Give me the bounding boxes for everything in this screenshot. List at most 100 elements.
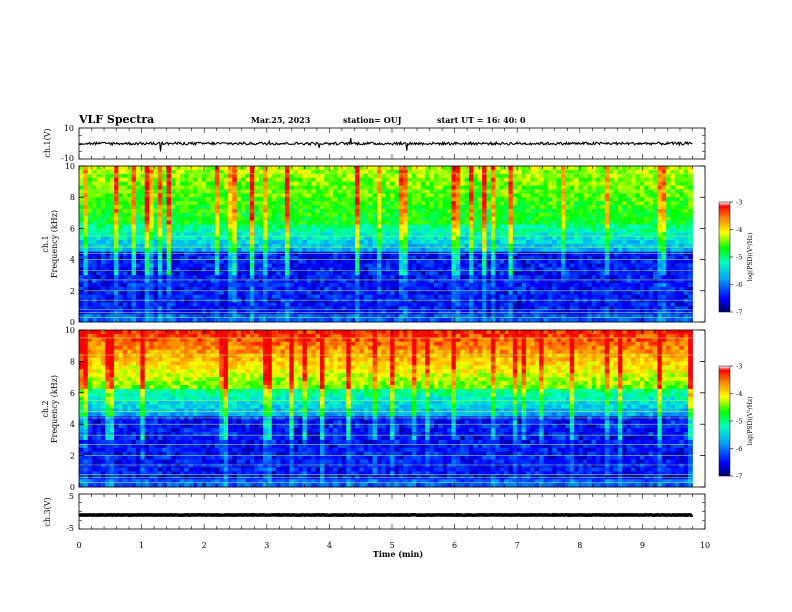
ch1-spectrogram-cell (350, 302, 356, 307)
ch1-spectrogram-cell (337, 267, 343, 272)
ch1-spectrogram-cell (315, 275, 321, 280)
ch1-spectrogram-cell (210, 236, 216, 241)
ch1-spectrogram-cell (543, 185, 549, 190)
ch1-spectrogram-cell (337, 220, 343, 225)
ch1-spectrogram-cell (425, 177, 430, 182)
ch1-spectrogram-cell (127, 318, 132, 323)
ch1-spectrogram-cell (534, 224, 540, 229)
ch1-spectrogram-cell (609, 263, 614, 268)
ch1-spectrogram-cell (596, 251, 601, 257)
ch1-spectrogram-cell (455, 283, 461, 288)
ch1-spectrogram-cell (210, 208, 216, 214)
ch1-spectrogram-cell (363, 208, 369, 214)
ch1-spectrogram-cell (298, 294, 303, 299)
ch1-spectrogram-cell (293, 208, 299, 214)
ch1-spectrogram-cell (92, 212, 97, 218)
ch1-spectrogram-cell (495, 166, 501, 171)
ch1-spectrogram-cell (477, 232, 483, 237)
ch1-spectrogram-cell (131, 208, 137, 214)
ch1-spectrogram-cell (613, 166, 619, 171)
ch1-spectrogram-cell (79, 177, 84, 182)
ch1-spectrogram-cell (114, 286, 119, 292)
ch1-spectrogram-cell (197, 298, 203, 303)
ch1-spectrogram-cell (320, 244, 325, 249)
ch1-spectrogram-cell (241, 228, 246, 233)
ch1-spectrogram-cell (315, 181, 321, 186)
ch1-spectrogram-cell (482, 197, 487, 202)
ch1-spectrogram-cell (267, 306, 273, 311)
ch1-spectrogram-cell (245, 169, 251, 175)
ch1-spectrogram-cell (499, 232, 505, 237)
ch1-spectrogram-cell (144, 236, 150, 241)
ch1-spectrogram-cell (600, 197, 606, 202)
ch1-spectrogram-cell (547, 271, 553, 276)
ch1-spectrogram-cell (241, 244, 246, 249)
ch1-spectrogram-cell (521, 201, 527, 206)
ch1-spectrogram-cell (455, 193, 461, 198)
ch1-spectrogram-cell (298, 279, 303, 284)
ch1-spectrogram-cell (376, 232, 382, 237)
ch1-spectrogram-cell (140, 232, 146, 237)
ch1-spectrogram-cell (451, 255, 457, 260)
ch1-spectrogram-cell (561, 279, 566, 284)
ch1-spectrogram-cell (438, 263, 444, 268)
ch1-spectrogram-cell (547, 279, 553, 284)
ch1-spectrogram-cell (429, 224, 435, 229)
ch1-spectrogram-cell (79, 181, 84, 186)
ch1-spectrogram-cell (306, 302, 312, 307)
ch1-spectrogram-cell (197, 255, 203, 260)
ch1-spectrogram-cell (223, 271, 229, 276)
ch1-spectrogram-cell (530, 177, 536, 182)
ch1-spectrogram-cell (79, 251, 84, 257)
ch1-spectrogram-cell (298, 244, 303, 249)
ch1-spectrogram-cell (350, 220, 356, 225)
ch1-spectrogram-cell (561, 259, 566, 264)
ch1-spectrogram-cell (451, 169, 457, 175)
ch1-spectrogram-cell (569, 302, 575, 307)
ch1-spectrogram-cell (144, 263, 150, 268)
ch1-spectrogram-cell (254, 279, 260, 284)
ch1-spectrogram-cell (324, 294, 330, 299)
ch1-spectrogram-cell (368, 193, 373, 198)
ch1-spectrogram-cell (315, 263, 321, 268)
ch1-spectrogram-cell (227, 244, 233, 249)
ch1-spectrogram-cell (420, 228, 426, 233)
ch1-spectrogram-cell (416, 275, 422, 280)
ch1-spectrogram-cell (359, 228, 365, 233)
ch1-spectrogram-cell (267, 169, 273, 175)
ch1-spectrogram-cell (324, 259, 330, 264)
ch1-spectrogram-cell (293, 275, 299, 280)
ch1-spectrogram-cell (604, 193, 610, 198)
ch1-spectrogram-cell (109, 298, 115, 303)
ch1-spectrogram-cell (403, 185, 409, 190)
ch1-spectrogram-cell (460, 263, 466, 268)
ch1-spectrogram-cell (368, 185, 373, 190)
ch1-spectrogram-cell (245, 240, 251, 245)
ch1-spectrogram-cell (258, 255, 264, 260)
ch1-spectrogram-cell (521, 177, 527, 182)
ch1-spectrogram-cell (201, 290, 207, 296)
ch1-spectrogram-cell (188, 302, 194, 307)
ch1-spectrogram-cell (433, 259, 439, 264)
ch1-spectrogram-cell (355, 298, 360, 303)
ch1-spectrogram-cell (254, 216, 260, 221)
ch1-spectrogram-cell (433, 193, 439, 198)
ch1-spectrogram-cell (473, 259, 479, 264)
ch1-spectrogram-cell (412, 283, 417, 288)
ch1-spectrogram-cell (271, 216, 277, 221)
ch1-spectrogram-cell (416, 286, 422, 292)
ch1-spectrogram-cell (219, 279, 224, 284)
ch1-spectrogram-cell (92, 275, 97, 280)
ch1-spectrogram-cell (368, 290, 373, 296)
ch1-spectrogram-cell (166, 279, 172, 284)
ch1-spectrogram-cell (153, 286, 159, 292)
ch1-spectrogram-cell (574, 193, 579, 198)
ch1-spectrogram-cell (521, 216, 527, 221)
ch1-spectrogram-cell (499, 181, 505, 186)
ch1-spectrogram-cell (179, 290, 185, 296)
ch1-spectrogram-cell (613, 189, 619, 194)
ch1-spectrogram-cell (100, 314, 106, 319)
ch1-spectrogram-cell (604, 244, 610, 249)
ch1-spectrogram-cell (574, 236, 579, 241)
ch1-spectrogram-cell (543, 302, 549, 307)
